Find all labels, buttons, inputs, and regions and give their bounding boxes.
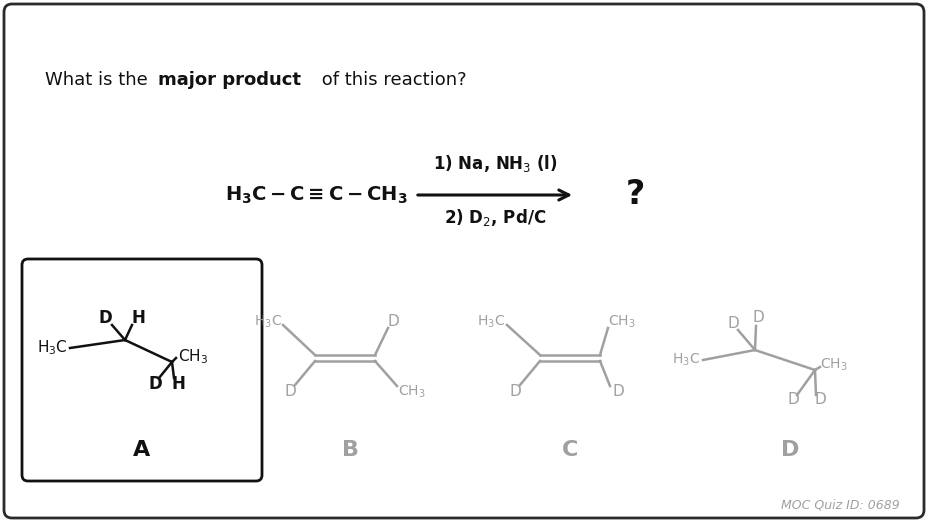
Text: D: D xyxy=(387,314,399,330)
Text: major product: major product xyxy=(158,71,301,89)
Text: H$_3$C: H$_3$C xyxy=(37,339,68,357)
Text: 1) Na, NH$_3$ (l): 1) Na, NH$_3$ (l) xyxy=(432,152,557,173)
Text: MOC Quiz ID: 0689: MOC Quiz ID: 0689 xyxy=(781,498,900,511)
FancyBboxPatch shape xyxy=(4,4,924,518)
Text: What is the: What is the xyxy=(45,71,153,89)
Text: D: D xyxy=(509,385,521,399)
Text: of this reaction?: of this reaction? xyxy=(316,71,467,89)
Text: H: H xyxy=(171,375,185,393)
Text: 2) D$_2$, Pd/C: 2) D$_2$, Pd/C xyxy=(444,208,546,228)
Text: D: D xyxy=(727,315,738,331)
Text: H: H xyxy=(131,309,145,327)
Text: D: D xyxy=(99,309,112,327)
Text: D: D xyxy=(787,392,799,408)
FancyBboxPatch shape xyxy=(22,259,262,481)
Text: D: D xyxy=(752,311,764,325)
Text: D: D xyxy=(285,385,296,399)
Text: D: D xyxy=(814,392,826,408)
Text: CH$_3$: CH$_3$ xyxy=(820,357,847,373)
Text: D: D xyxy=(612,385,624,399)
Text: CH$_3$: CH$_3$ xyxy=(398,384,426,400)
Text: H$_3$C: H$_3$C xyxy=(671,352,700,368)
Text: ?: ? xyxy=(625,179,644,212)
Text: D: D xyxy=(781,440,799,460)
Text: CH$_3$: CH$_3$ xyxy=(608,314,635,330)
Text: C: C xyxy=(562,440,578,460)
Text: H$_3$C: H$_3$C xyxy=(477,314,505,330)
Text: A: A xyxy=(133,440,151,460)
Text: CH$_3$: CH$_3$ xyxy=(178,347,208,366)
Text: B: B xyxy=(341,440,358,460)
Text: $\mathbf{H_3C-C{\equiv}C-CH_3}$: $\mathbf{H_3C-C{\equiv}C-CH_3}$ xyxy=(225,184,407,205)
Text: D: D xyxy=(148,375,162,393)
Text: H$_3$C: H$_3$C xyxy=(254,314,282,330)
